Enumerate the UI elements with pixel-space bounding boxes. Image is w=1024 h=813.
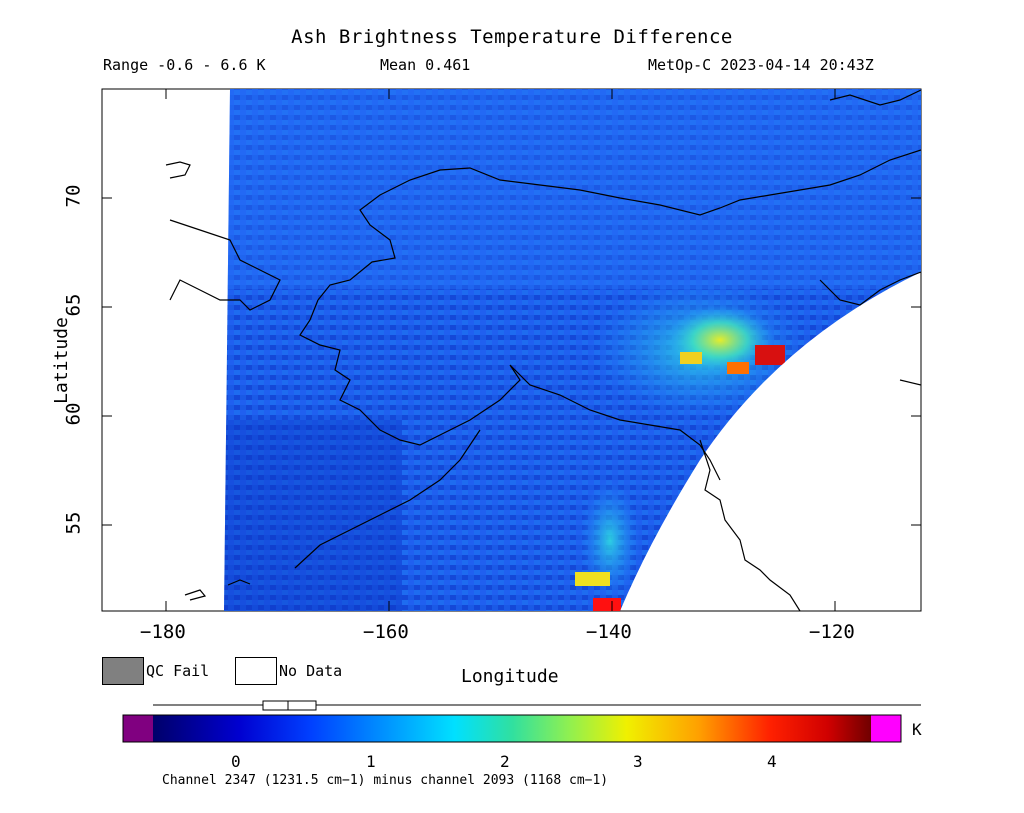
qc-fail-label: QC Fail <box>146 662 210 680</box>
colorbar-gradient <box>153 715 871 742</box>
y-tick-label: 55 <box>62 511 85 535</box>
colorbar-tick: 2 <box>500 752 510 771</box>
x-tick-label: −120 <box>809 621 855 643</box>
mean-text: Mean 0.461 <box>380 56 471 74</box>
ash-plume-red <box>755 345 785 365</box>
coastlines <box>165 89 921 611</box>
qc-fail-swatch <box>102 657 144 685</box>
y-tick-label: 70 <box>62 184 85 208</box>
colorbar-over <box>871 715 901 742</box>
colorbar-tick: 3 <box>633 752 643 771</box>
colorbar-tick: 1 <box>366 752 376 771</box>
colorbar-tick: 0 <box>231 752 241 771</box>
y-axis-label: Latitude <box>50 317 72 404</box>
colorbar-unit: K <box>912 720 922 739</box>
x-tick-label: −180 <box>140 621 186 643</box>
no-data-swatch <box>235 657 277 685</box>
colorbar-under <box>123 715 153 742</box>
satellite-text: MetOp-C 2023-04-14 20:43Z <box>648 56 874 74</box>
x-tick-label: −160 <box>363 621 409 643</box>
channel-footer: Channel 2347 (1231.5 cm−1) minus channel… <box>162 773 609 788</box>
range-text: Range -0.6 - 6.6 K <box>103 56 266 74</box>
no-data-label: No Data <box>279 662 343 680</box>
y-tick-label: 60 <box>62 402 85 426</box>
x-tick-label: −140 <box>586 621 632 643</box>
y-tick-label: 65 <box>62 293 85 317</box>
x-axis-label: Longitude <box>461 666 559 687</box>
colorbar-tick: 4 <box>767 752 777 771</box>
axis-ticks <box>102 89 921 611</box>
colorbar-boxplot <box>262 700 317 711</box>
map-title: Ash Brightness Temperature Difference <box>291 26 733 48</box>
